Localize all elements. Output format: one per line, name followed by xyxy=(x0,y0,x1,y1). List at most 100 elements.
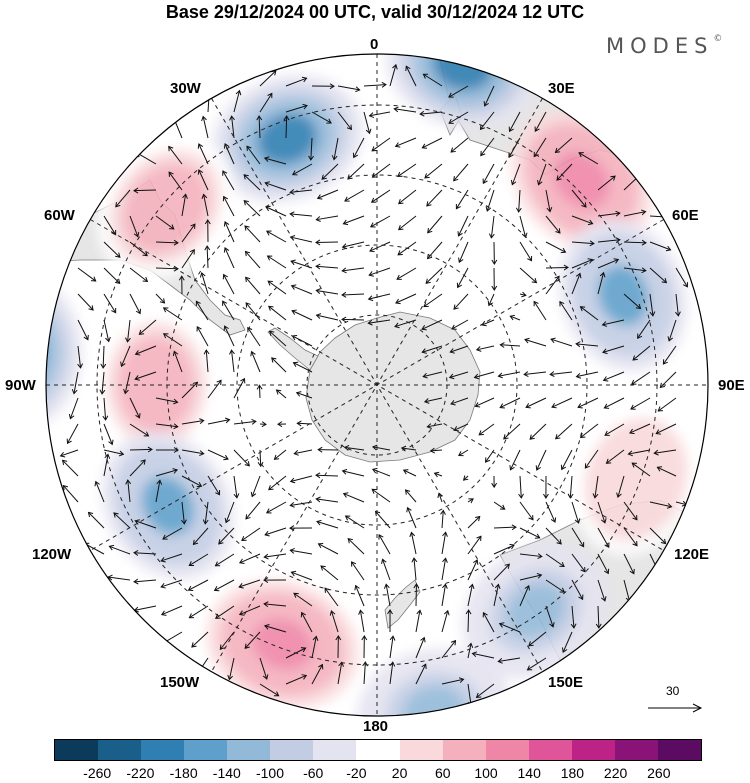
wind-vector-arrowhead xyxy=(682,282,688,288)
wind-vector-arrow xyxy=(499,623,521,633)
wind-vector-arrowhead xyxy=(400,445,407,452)
wind-vector-arrow xyxy=(129,397,140,419)
wind-vector-arrowhead xyxy=(374,510,381,517)
wind-vector-arrowhead xyxy=(456,282,462,289)
wind-vector-arrowhead xyxy=(665,245,672,252)
colorbar-tick-label: -60 xyxy=(303,765,324,781)
lon-label-150e: 150E xyxy=(548,674,584,691)
wind-vector-arrow xyxy=(201,272,209,295)
wind-vector-arrow xyxy=(434,472,443,477)
wind-vector-arrowhead xyxy=(449,348,455,354)
wind-vector-arrow xyxy=(527,657,547,671)
wind-vector-arrow xyxy=(628,449,651,455)
wind-vector-arrowhead xyxy=(601,518,607,524)
wind-vector-arrow xyxy=(529,423,547,440)
wind-vector-arrowhead xyxy=(133,578,139,585)
wind-vector-arrowhead xyxy=(223,325,229,331)
wind-vector-arrowhead xyxy=(317,446,323,453)
wind-vector-arrow xyxy=(545,579,565,593)
wind-vector-arrow xyxy=(569,475,573,498)
lon-label-30e: 30E xyxy=(548,80,575,97)
wind-vector-arrowhead xyxy=(546,207,553,213)
wind-vector-arrow xyxy=(556,163,573,181)
wind-vector-arrowhead xyxy=(587,219,594,226)
wind-vector-arrow xyxy=(370,215,391,228)
wind-vector-arrowhead xyxy=(346,124,353,131)
wind-vector-arrowhead xyxy=(448,92,454,98)
wind-vector-arrow xyxy=(342,267,365,272)
wind-vector-arrow xyxy=(441,510,444,529)
wind-vector-arrowhead xyxy=(510,179,517,186)
wind-vector-arrowhead xyxy=(556,539,562,545)
colorbar-tick-label: 220 xyxy=(603,765,628,781)
wind-vector-arrowhead xyxy=(178,275,185,281)
wind-vector-arrow xyxy=(69,397,79,419)
wind-vector-arrow xyxy=(458,449,469,456)
wind-vector-arrowhead xyxy=(395,298,401,305)
wind-vector-arrowhead xyxy=(613,258,620,264)
wind-vector-arrowhead xyxy=(264,181,270,187)
wind-vector-arrowhead xyxy=(219,644,225,650)
wind-vector-arrow xyxy=(561,449,573,470)
wind-vector-arrow xyxy=(372,468,391,477)
wind-vector-arrow xyxy=(637,319,651,339)
wind-vector-arrow xyxy=(267,255,287,269)
wind-vector-arrowhead xyxy=(554,434,561,440)
colorbar-swatch xyxy=(614,740,658,760)
wind-vector-arrow xyxy=(355,585,365,607)
wind-vector-arrowhead xyxy=(172,350,179,357)
wind-vector-arrowhead xyxy=(474,402,481,408)
wind-vector-arrowhead xyxy=(223,143,230,149)
wind-vector-arrowhead xyxy=(316,519,322,526)
wind-vector-arrow xyxy=(378,534,391,555)
wind-vector-arrowhead xyxy=(641,239,647,246)
wind-vector-arrowhead xyxy=(223,247,230,253)
wind-vector-arrow xyxy=(351,561,365,581)
wind-vector-arrow xyxy=(290,189,313,193)
wind-vector-arrowhead xyxy=(478,430,484,436)
wind-vector-arrowhead xyxy=(267,280,273,286)
wind-vector-arrow xyxy=(266,501,287,514)
wind-vector-arrowhead xyxy=(550,517,557,523)
wind-vector-arrow xyxy=(259,657,268,680)
wind-vector-arrow xyxy=(382,559,391,581)
wind-vector-arrowhead xyxy=(421,348,427,354)
wind-vector-arrow xyxy=(77,345,82,368)
wind-vector-arrow xyxy=(511,163,521,185)
wind-vector-arrow xyxy=(276,389,287,399)
wind-vector-arrowhead xyxy=(524,337,530,344)
wind-vector-arrowhead xyxy=(301,674,308,680)
wind-vector-arrow xyxy=(394,108,417,113)
wind-vector-arrowhead xyxy=(187,585,194,592)
wind-vector-arrowhead xyxy=(88,305,94,311)
wind-vector-arrowhead xyxy=(421,143,428,149)
wind-vector-arrow xyxy=(311,111,332,124)
wind-vector-arrow xyxy=(353,137,365,158)
wind-vector-arrow xyxy=(482,163,495,184)
wind-vector-arrowhead xyxy=(491,482,498,489)
wind-vector-arrow xyxy=(134,579,157,583)
wind-vector-arrow xyxy=(316,289,339,295)
wind-vector-arrowhead xyxy=(631,462,637,468)
wind-vector-arrowhead xyxy=(204,219,211,225)
wind-vector-arrowhead xyxy=(256,115,263,121)
wind-vector-arrow xyxy=(510,315,521,321)
wind-vector-arrow xyxy=(67,423,79,444)
wind-vector-arrow xyxy=(233,449,250,467)
wind-vector-arrow xyxy=(602,345,625,353)
wind-vector-arrow xyxy=(631,462,651,477)
wind-vector-arrowhead xyxy=(358,609,364,615)
wind-vector-arrow xyxy=(301,612,313,633)
wind-vector-arrowhead xyxy=(509,543,515,550)
wind-vector-arrow xyxy=(493,526,517,529)
colorbar-tick-label: -260 xyxy=(83,765,112,781)
lon-label-30w: 30W xyxy=(170,80,201,97)
wind-vector-arrow xyxy=(264,527,287,536)
wind-vector-arrow xyxy=(536,449,547,471)
wind-vector-arrow xyxy=(623,579,631,602)
wind-vector-arrowhead xyxy=(497,658,503,664)
wind-vector-arrow xyxy=(207,475,220,495)
wind-vector-arrowhead xyxy=(442,531,448,537)
wind-vector-arrow xyxy=(264,625,287,633)
wind-vector-arrow xyxy=(95,481,105,503)
